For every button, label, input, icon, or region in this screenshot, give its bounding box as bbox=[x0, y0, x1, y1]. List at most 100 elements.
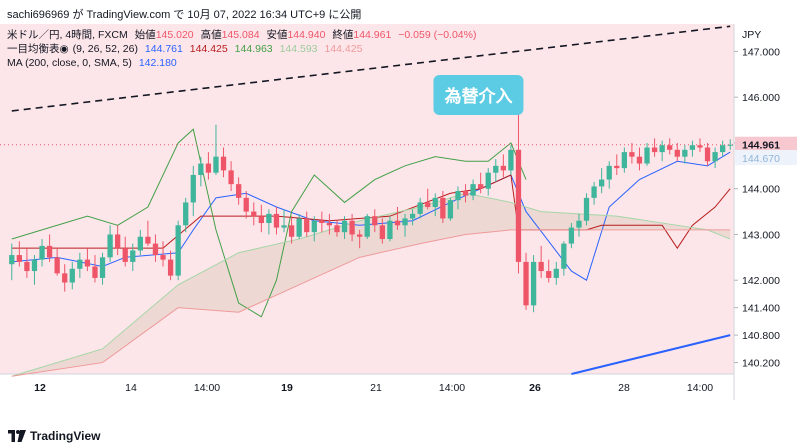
price-chart[interactable]: 為替介入147.000146.000145.000144.000143.0001… bbox=[0, 24, 800, 400]
ichimoku-title[interactable]: 一目均衡表 bbox=[7, 43, 60, 55]
tradingview-logo-icon bbox=[8, 430, 26, 442]
candle-body bbox=[621, 152, 627, 169]
change-value: −0.059 (−0.04%) bbox=[398, 29, 477, 41]
high-value: 145.084 bbox=[221, 29, 260, 41]
ma-title[interactable]: MA (200, close, 0, SMA, 5) bbox=[7, 57, 132, 69]
candle bbox=[62, 264, 68, 292]
candle bbox=[576, 213, 582, 237]
secondary-price-value: 144.670 bbox=[742, 153, 780, 165]
candle-body bbox=[334, 225, 340, 233]
candle bbox=[266, 209, 272, 235]
candle-body bbox=[122, 248, 128, 262]
candle-body bbox=[54, 257, 60, 274]
candle bbox=[145, 220, 151, 246]
close-label: 終値 bbox=[332, 29, 354, 41]
candle-body bbox=[92, 266, 98, 278]
candle-body bbox=[538, 261, 544, 272]
candle-body bbox=[546, 271, 552, 278]
candle-body bbox=[697, 145, 703, 148]
candle-body bbox=[470, 184, 476, 196]
candle-body bbox=[145, 236, 151, 244]
x-tick-label: 14:00 bbox=[687, 382, 713, 394]
candle bbox=[697, 138, 703, 153]
candle-body bbox=[409, 213, 416, 219]
chart-area[interactable]: 為替介入147.000146.000145.000144.000143.0001… bbox=[0, 24, 800, 400]
candle-body bbox=[629, 152, 635, 157]
candle bbox=[478, 172, 484, 194]
x-tick-label: 12 bbox=[34, 382, 46, 394]
candle-body bbox=[183, 202, 189, 226]
candle-body bbox=[553, 268, 559, 278]
candle bbox=[137, 229, 143, 256]
candle bbox=[523, 252, 529, 310]
candle bbox=[500, 154, 506, 178]
candle bbox=[281, 209, 287, 233]
callout-pointer bbox=[503, 96, 516, 113]
candle bbox=[364, 213, 370, 240]
candle bbox=[515, 101, 522, 274]
candle bbox=[9, 243, 15, 281]
candle-body bbox=[394, 220, 401, 226]
candle-body bbox=[9, 255, 15, 265]
candle bbox=[92, 255, 98, 283]
last-price-tag bbox=[735, 136, 797, 152]
candle-body bbox=[659, 145, 665, 153]
ichimoku-value-3: 144.963 bbox=[234, 43, 273, 55]
candle bbox=[122, 236, 128, 267]
candle bbox=[606, 161, 612, 189]
candle-body bbox=[500, 165, 506, 171]
candle bbox=[319, 211, 325, 233]
candle bbox=[727, 139, 733, 150]
candle bbox=[228, 161, 234, 191]
candle-body bbox=[508, 149, 514, 171]
candle-body bbox=[417, 202, 423, 214]
candle-body bbox=[349, 220, 355, 235]
candle-body bbox=[84, 259, 91, 267]
candle bbox=[273, 207, 280, 235]
candle-body bbox=[251, 211, 257, 217]
candle-body bbox=[31, 259, 38, 272]
candle bbox=[538, 245, 544, 278]
candle bbox=[372, 209, 378, 233]
candle-body bbox=[614, 165, 620, 169]
ichimoku-legend-row: 一目均衡表◉ (9, 26, 52, 26) 144.761 144.425 1… bbox=[7, 42, 480, 56]
tradingview-logo[interactable]: TradingView bbox=[8, 429, 100, 443]
candle-body bbox=[130, 250, 136, 262]
eye-icon[interactable]: ◉ bbox=[59, 43, 69, 55]
candle bbox=[341, 216, 348, 240]
candle bbox=[326, 213, 333, 235]
kumo-cloud bbox=[11, 193, 731, 377]
ma-value: 142.180 bbox=[138, 57, 177, 69]
candle-body bbox=[258, 216, 264, 224]
candle-body bbox=[220, 156, 227, 171]
candle bbox=[304, 211, 310, 237]
candle-body bbox=[636, 156, 643, 164]
candle bbox=[288, 216, 295, 244]
candle bbox=[84, 248, 91, 272]
candle bbox=[417, 197, 423, 219]
series-line-5 bbox=[571, 334, 731, 375]
candle-body bbox=[447, 200, 454, 219]
candle bbox=[704, 142, 711, 166]
candle-body bbox=[651, 147, 658, 153]
symbol-title[interactable]: 米ドル／円, 4時間, FXCM bbox=[7, 29, 128, 41]
candle bbox=[183, 197, 189, 233]
ma-legend-row: MA (200, close, 0, SMA, 5) 142.180 bbox=[7, 56, 480, 70]
candle bbox=[334, 220, 340, 237]
candle bbox=[387, 216, 393, 242]
candle bbox=[115, 225, 121, 256]
candle-body bbox=[674, 149, 680, 157]
candle bbox=[674, 142, 680, 162]
candle-body bbox=[379, 225, 385, 240]
candle bbox=[152, 234, 159, 262]
candle-body bbox=[273, 213, 280, 228]
candle-body bbox=[599, 179, 605, 187]
candle bbox=[130, 243, 136, 272]
candle bbox=[24, 248, 30, 278]
candle bbox=[651, 138, 658, 157]
open-value: 145.020 bbox=[155, 29, 194, 41]
candle bbox=[394, 207, 401, 230]
candle-body bbox=[236, 184, 242, 198]
candle-body bbox=[493, 165, 499, 173]
candle bbox=[251, 202, 257, 226]
